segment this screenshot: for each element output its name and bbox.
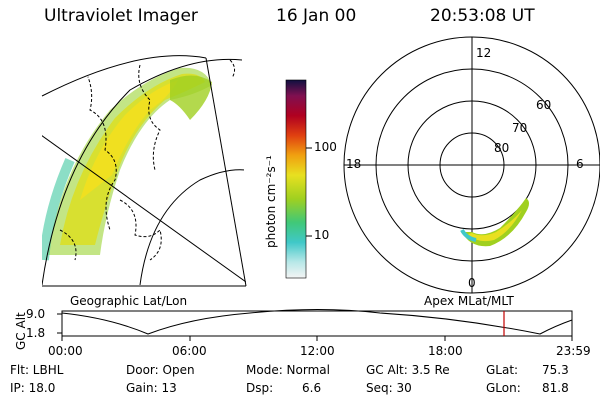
glon-value: 81.8	[542, 381, 569, 395]
filter-info: Flt: LBHL	[10, 363, 64, 377]
gcalt-info: GC Alt: 3.5 Re	[366, 363, 450, 377]
auroral-oval-core	[60, 73, 205, 246]
orbit-xtick: 12:00	[300, 344, 335, 358]
coastline	[119, 199, 162, 261]
orbit-xtick: 18:00	[428, 344, 463, 358]
lat-label-70: 70	[512, 121, 528, 135]
coastline	[138, 64, 161, 171]
orbit-plot	[57, 309, 573, 341]
coastline	[229, 59, 236, 79]
door-info: Door: Open	[126, 363, 195, 377]
auroral-oval-tail	[170, 75, 212, 120]
orbit-xtick: 06:00	[172, 344, 207, 358]
orbit-ytick-9: 9.0	[26, 307, 46, 321]
orbit-xtick: 23:59	[556, 344, 591, 358]
auroral-oval-bright	[80, 80, 178, 200]
dsp-value: 6.6	[302, 381, 322, 395]
colorbar	[285, 79, 307, 279]
mlt-label-6: 6	[576, 157, 584, 171]
seq-info: Seq: 30	[366, 381, 412, 395]
lat-label-80: 80	[494, 141, 510, 155]
geographic-panel	[42, 58, 246, 285]
orbit-xtick: 00:00	[48, 344, 83, 358]
coastline	[84, 69, 117, 231]
mlt-label-12: 12	[476, 46, 492, 60]
time-label: 20:53:08 UT	[430, 6, 535, 26]
orbit-ytick-1-8: 1.8	[26, 326, 46, 340]
auroral-oval-edge	[42, 157, 75, 261]
orbit-curve	[61, 309, 573, 335]
colorbar-tick-100: 100	[314, 140, 337, 154]
mlt-label-18: 18	[346, 157, 362, 171]
mlt-label-0: 0	[468, 276, 476, 290]
polar-auroral-arc	[462, 198, 529, 247]
glat-value: 75.3	[542, 363, 569, 377]
glon-info: GLon:	[486, 381, 521, 395]
glat-info: GLat:	[486, 363, 519, 377]
instrument-title: Ultraviolet Imager	[44, 6, 198, 26]
lat-label-60: 60	[536, 98, 552, 112]
polar-panel	[343, 36, 600, 294]
date-label: 16 Jan 00	[276, 6, 357, 26]
apex-label: Apex MLat/MLT	[424, 294, 514, 308]
colorbar-tick-10: 10	[314, 228, 330, 242]
geographic-label: Geographic Lat/Lon	[70, 294, 188, 308]
dsp-info: Dsp:	[246, 381, 274, 395]
ip-info: IP: 18.0	[10, 381, 56, 395]
mode-info: Mode: Normal	[246, 363, 330, 377]
geographic-frame	[41, 55, 207, 97]
colorbar-unit-label: photon cm⁻²s⁻¹	[264, 155, 278, 248]
gain-info: Gain: 13	[126, 381, 177, 395]
